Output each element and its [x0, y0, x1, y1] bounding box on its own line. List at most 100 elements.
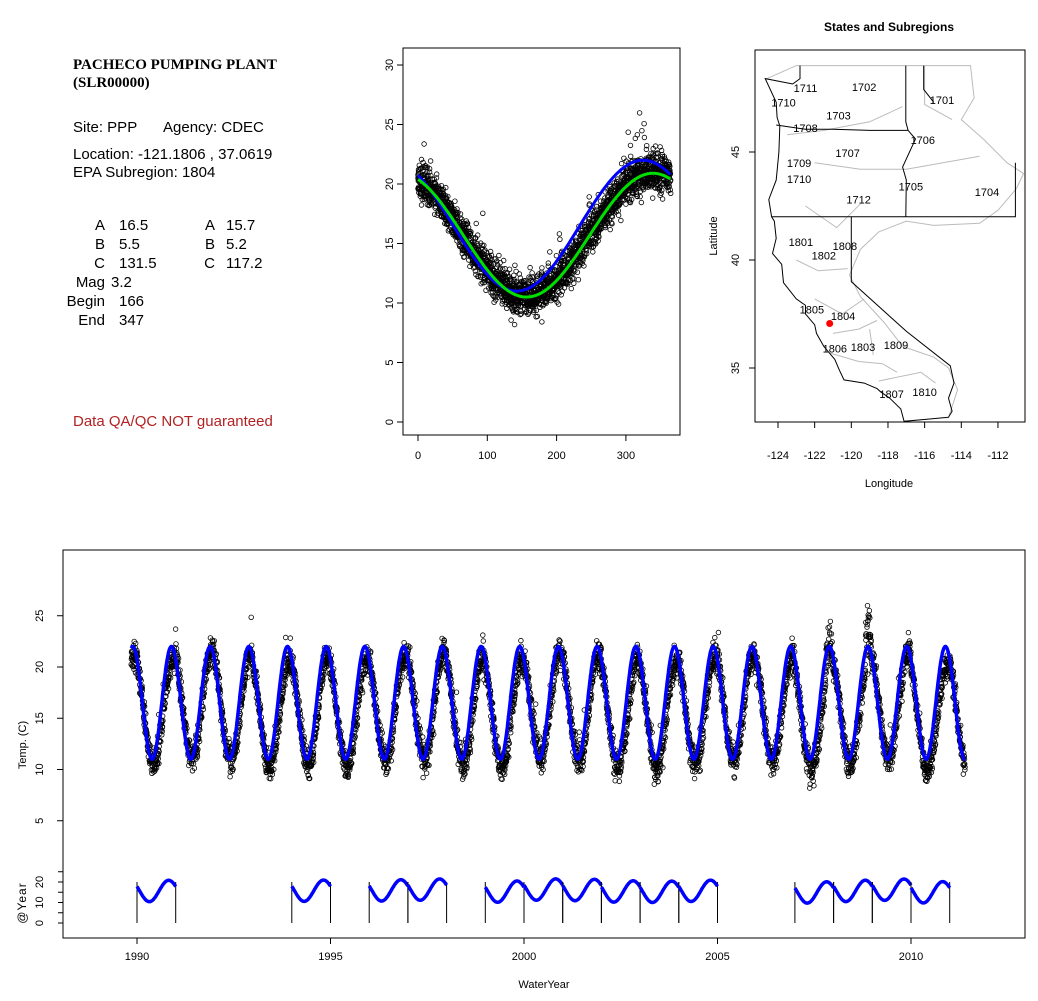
scatter-point	[643, 146, 650, 153]
scatter-point	[666, 184, 672, 190]
scatter-point	[616, 178, 622, 184]
subregion-label: 1710	[787, 174, 811, 186]
subregion-label: 1709	[787, 158, 811, 170]
scatter-point	[552, 268, 558, 275]
scatter-point	[511, 276, 517, 283]
scatter-point	[529, 270, 535, 276]
scatter-point	[483, 257, 489, 263]
scatter-point	[630, 190, 636, 196]
subregion-boundary	[787, 106, 903, 136]
scatter-point	[565, 277, 572, 284]
scatter-point	[613, 178, 620, 185]
scatter-point	[643, 184, 649, 190]
subregion-label: 1704	[975, 187, 999, 199]
scatter-point	[597, 198, 604, 204]
scatter-point	[568, 277, 574, 284]
y-tick-label: 40	[730, 254, 742, 266]
scatter-point	[417, 191, 424, 197]
scatter-point	[502, 292, 508, 298]
param-value: 5.2	[226, 236, 247, 253]
scatter-point	[517, 311, 523, 318]
lower-y-tick-label: 10	[34, 896, 46, 908]
scatter-point	[580, 257, 586, 264]
scatter-point	[545, 260, 551, 266]
subregion-label: 1702	[852, 82, 876, 94]
ts-point	[191, 765, 198, 771]
scatter-point	[529, 279, 535, 285]
subregion-boundary	[878, 371, 936, 384]
param-label: A	[94, 217, 105, 234]
x-tick-label: 300	[617, 450, 635, 462]
scatter-point	[518, 311, 524, 317]
scatter-point	[428, 201, 434, 207]
scatter-point	[582, 223, 588, 230]
scatter-point	[618, 217, 624, 224]
scatter-point	[501, 272, 508, 278]
scatter-point	[472, 234, 478, 241]
ts-point	[480, 632, 486, 638]
subregion-label: 1710	[771, 97, 795, 109]
y-tick-label: 5	[34, 818, 46, 824]
scatter-point	[561, 255, 567, 261]
subregion-boundary	[869, 329, 874, 356]
scatter-point	[546, 293, 552, 300]
subregion-boundary	[796, 259, 848, 272]
scatter-point	[434, 212, 440, 218]
subregion-label: 1805	[800, 305, 824, 317]
scatter-point	[597, 224, 604, 231]
subregion-boundary	[829, 352, 898, 373]
scatter-point	[495, 294, 501, 300]
scatter-point	[588, 213, 595, 219]
ts-ylabel: Temp. (C)	[17, 721, 29, 769]
scatter-point	[654, 178, 660, 184]
scatter-point	[473, 220, 479, 227]
param-label: B	[94, 236, 105, 253]
param-label: A	[204, 217, 215, 234]
scatter-point	[634, 165, 641, 172]
scatter-point	[607, 226, 613, 233]
scatter-point	[591, 213, 597, 219]
blue-model-line	[416, 158, 672, 293]
subregion-boundary	[924, 65, 953, 121]
scatter-point	[609, 213, 615, 219]
subregion-label: 1803	[851, 342, 875, 354]
lower-y-tick-label: 0	[34, 920, 46, 926]
scatter-point	[641, 120, 647, 127]
scatter-point	[667, 163, 673, 169]
station-marker	[826, 319, 834, 327]
scatter-point	[460, 246, 467, 252]
scatter-point	[559, 264, 565, 270]
subregion-label: 1801	[789, 237, 813, 249]
param-label: C	[204, 255, 215, 272]
scatter-point	[513, 308, 519, 314]
lower-y-tick-label: 20	[34, 876, 46, 888]
x-tick-label: 1990	[125, 951, 149, 963]
y-tick-label: 35	[730, 362, 742, 374]
scatter-point	[483, 287, 489, 293]
scatter-point	[575, 242, 581, 248]
scatter-point	[422, 187, 429, 193]
ts-point	[132, 640, 139, 647]
scatter-point	[559, 288, 566, 294]
scatter-point	[538, 297, 544, 304]
x-tick-label: -118	[877, 450, 898, 462]
green-model-line	[417, 171, 672, 299]
scatter-point	[519, 278, 525, 285]
scatter-point	[663, 180, 670, 186]
scatter-point	[637, 193, 643, 200]
scatter-point	[488, 262, 495, 268]
scatter-point	[545, 290, 552, 297]
scatter-point	[611, 190, 617, 197]
scatter-point	[605, 193, 611, 200]
param-value: 347	[119, 312, 145, 329]
scatter-point	[421, 141, 427, 147]
scatter-point	[497, 274, 503, 281]
scatter-point	[481, 274, 487, 280]
ts-point	[533, 701, 539, 707]
subregion-label: 1711	[794, 83, 818, 95]
param-label: Begin	[66, 293, 105, 310]
scatter-point	[418, 156, 425, 163]
scatter-point	[452, 198, 458, 204]
x-tick-label: 2000	[512, 951, 536, 963]
y-tick-label: 10	[34, 763, 46, 775]
